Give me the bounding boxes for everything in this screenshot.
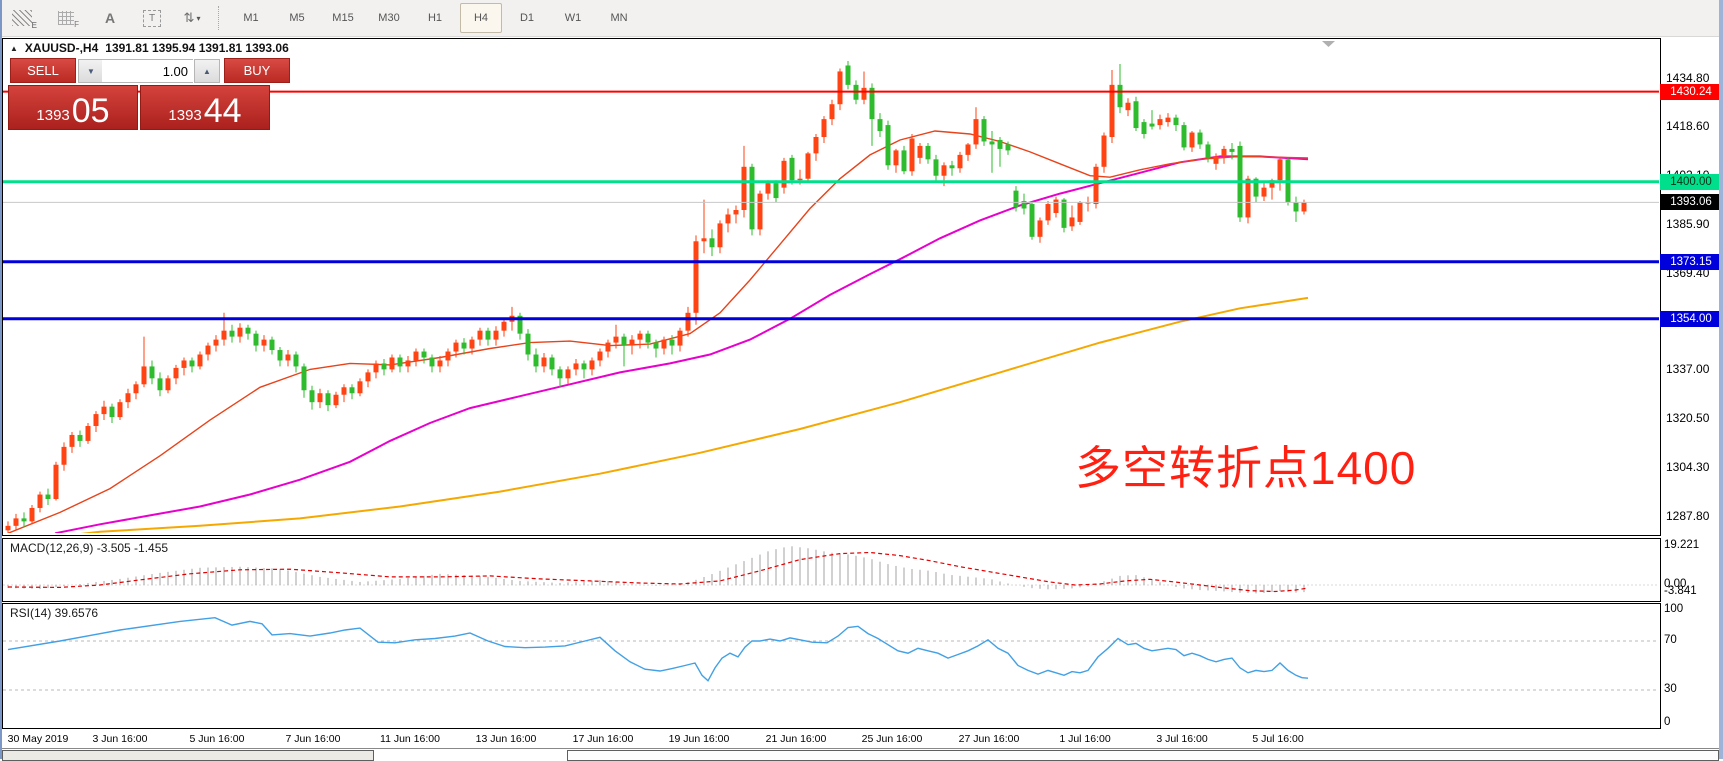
price-badge: 1400.00	[1660, 173, 1722, 190]
buy-price-tile[interactable]: 1393 44	[140, 85, 270, 130]
rsi-panel[interactable]	[2, 603, 1661, 729]
sell-button[interactable]: SELL	[10, 58, 76, 83]
window-right-edge	[1719, 0, 1723, 759]
price-tick: 1337.00	[1666, 362, 1710, 376]
horizontal-scrollbar	[0, 748, 1723, 761]
price-tick: 1385.90	[1666, 217, 1710, 231]
time-label: 3 Jul 16:00	[1156, 733, 1208, 745]
symbol-period: XAUUSD-,H4	[24, 41, 99, 55]
price-badge: 1393.06	[1660, 194, 1722, 211]
timeframe-m15[interactable]: M15	[332, 12, 354, 24]
ohlc-values: 1391.81 1395.94 1391.81 1393.06	[105, 41, 289, 55]
buy-button[interactable]: BUY	[224, 58, 290, 83]
timeframe-mn[interactable]: MN	[610, 12, 628, 24]
text-box-icon[interactable]: T	[138, 3, 166, 33]
collapse-arrow-icon[interactable]: ▲	[10, 43, 18, 53]
toolbar-separator	[218, 6, 220, 30]
price-tick: 1304.30	[1666, 460, 1710, 474]
buy-price-pips: 44	[203, 92, 242, 131]
indicator-tick: 0.00	[1664, 578, 1687, 590]
timeframe-m5[interactable]: M5	[289, 12, 305, 24]
indicator-tick: 30	[1664, 683, 1677, 695]
timeframe-m1[interactable]: M1	[243, 12, 259, 24]
annotation-text: 多空转折点1400	[1075, 442, 1417, 494]
time-label: 27 Jun 16:00	[958, 733, 1020, 745]
macd-label: MACD(12,26,9) -3.505 -1.455	[10, 541, 169, 555]
rsi-label: RSI(14) 39.6576	[10, 606, 99, 620]
time-label: 19 Jun 16:00	[668, 733, 730, 745]
indicator-tick: 100	[1664, 603, 1684, 615]
price-tick: 1418.60	[1666, 119, 1710, 133]
price-tick: 1434.80	[1666, 71, 1710, 85]
indicator-tick: -3.841	[1664, 585, 1697, 597]
sort-arrows-icon[interactable]: ⇅ ▾	[183, 10, 201, 25]
volume-input[interactable]	[102, 59, 193, 83]
timeframe-h1[interactable]: H1	[427, 12, 443, 24]
time-label: 1 Jul 16:00	[1059, 733, 1111, 745]
timeframe-h4[interactable]: H4	[460, 3, 502, 33]
sell-price-pips: 05	[71, 92, 110, 131]
window-left-edge	[0, 0, 2, 759]
grid-icon[interactable]: F	[52, 3, 80, 33]
time-label: 30 May 2019	[7, 733, 69, 745]
price-panel[interactable]	[2, 38, 1661, 536]
time-label: 3 Jun 16:00	[92, 733, 148, 745]
time-label: 13 Jun 16:00	[475, 733, 537, 745]
timeframe-w1[interactable]: W1	[564, 12, 582, 24]
timeframe-group: M1 M5 M15 M30 H1 H4 D1 W1 MN	[228, 3, 642, 33]
price-tick: 1320.50	[1666, 411, 1710, 425]
time-label: 25 Jun 16:00	[861, 733, 923, 745]
buy-price-main: 1393	[168, 107, 202, 124]
price-badge: 1354.00	[1660, 310, 1722, 327]
price-badge: 1430.24	[1660, 83, 1722, 100]
timeframe-m30[interactable]: M30	[378, 12, 400, 24]
timeframe-d1[interactable]: D1	[519, 12, 535, 24]
sell-price-main: 1393	[36, 107, 70, 124]
volume-decrease-button[interactable]: ▼	[78, 59, 104, 83]
volume-increase-button[interactable]: ▲	[194, 59, 220, 83]
scrollbar-left-segment[interactable]	[2, 750, 374, 761]
indicator-tick: 70	[1664, 634, 1677, 646]
indicator-tick: 0	[1664, 716, 1671, 728]
text-label-icon[interactable]: A	[104, 10, 116, 26]
time-label: 5 Jul 16:00	[1252, 733, 1304, 745]
chevron-down-icon[interactable]: ▾	[196, 13, 201, 23]
time-label: 17 Jun 16:00	[572, 733, 634, 745]
toolbar: E F A T ⇅ ▾ M1 M5 M15 M30 H1 H4 D1 W1 MN	[0, 0, 1723, 37]
time-label: 7 Jun 16:00	[285, 733, 341, 745]
time-label: 11 Jun 16:00	[380, 733, 440, 745]
macd-panel[interactable]	[2, 538, 1661, 602]
sell-price-tile[interactable]: 1393 05	[8, 85, 138, 130]
time-label: 21 Jun 16:00	[765, 733, 827, 745]
price-badge: 1373.15	[1660, 253, 1722, 270]
time-label: 5 Jun 16:00	[189, 733, 245, 745]
price-tick: 1287.80	[1666, 509, 1710, 523]
indicator-tick: 19.221	[1664, 539, 1700, 551]
chart-header: ▲ XAUUSD-,H4 1391.81 1395.94 1391.81 139…	[10, 41, 289, 55]
indicators-icon[interactable]: E	[8, 3, 37, 33]
scrollbar-thumb[interactable]	[567, 750, 1719, 761]
